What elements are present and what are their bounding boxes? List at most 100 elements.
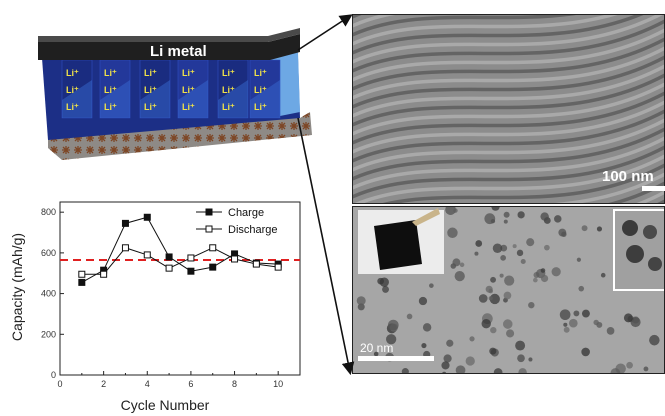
- nanoparticle: [373, 351, 379, 357]
- nanoparticle: [551, 267, 561, 277]
- nanoparticle: [489, 347, 497, 355]
- chart-series: [78, 213, 282, 286]
- x-tick-label: 2: [101, 379, 106, 389]
- li-ion-label: Li⁺: [66, 85, 79, 95]
- lattice-fringe: [352, 19, 665, 73]
- y-tick-label: 200: [41, 329, 56, 339]
- nanoparticle: [481, 319, 491, 329]
- li-ion-label: Li⁺: [144, 85, 157, 95]
- nanoparticle: [478, 294, 488, 303]
- lattice-fringe: [352, 127, 665, 181]
- tem-image-nanoparticles: 20 nm: [352, 206, 665, 374]
- legend-label: Charge: [228, 207, 264, 219]
- x-tick-label: 10: [273, 379, 283, 389]
- data-point-discharge: [274, 263, 282, 271]
- nanoparticle: [593, 319, 599, 326]
- lattice-fringe: [352, 14, 621, 46]
- nanoparticle: [489, 293, 500, 305]
- nanoparticle: [600, 272, 606, 278]
- li-ion-label: Li⁺: [144, 102, 157, 112]
- lattice-fringe: [352, 100, 665, 154]
- nanoparticle: [492, 243, 503, 253]
- lattice-fringe: [352, 73, 665, 127]
- legend-marker: [205, 225, 213, 233]
- nanoparticle: [491, 206, 500, 211]
- nanoparticle: [475, 240, 483, 247]
- x-tick-label: 6: [188, 379, 193, 389]
- data-point-discharge: [231, 255, 239, 263]
- nanoparticle: [490, 326, 497, 334]
- data-point-charge: [209, 263, 217, 271]
- nanoparticle: [465, 356, 475, 366]
- legend-label: Discharge: [228, 224, 278, 236]
- data-point-charge: [121, 219, 129, 227]
- nanoparticle: [554, 215, 562, 223]
- nanoparticle: [493, 368, 503, 374]
- scale-label-20nm: 20 nm: [360, 341, 393, 355]
- li-ion-block: Li⁺ Li⁺ Li⁺ Li⁺ Li⁺ Li⁺ Li⁺ Li⁺ Li⁺ Li⁺ Li⁺ Li⁺ Li⁺ L…: [42, 52, 300, 140]
- lattice-fringe: [536, 172, 665, 204]
- nanoparticle: [401, 368, 409, 374]
- data-point-discharge: [187, 254, 195, 262]
- lattice-fringe: [352, 154, 665, 204]
- legend-marker: [205, 208, 213, 216]
- capacity-chart: 0 2 4 6 8 10 0 200 400 600 800 Charge Discharge Cyc…: [9, 201, 301, 413]
- nanoparticle: [533, 277, 538, 283]
- inset-zoom: [613, 209, 665, 291]
- nanoparticle: [386, 334, 397, 345]
- nanoparticle: [544, 244, 550, 251]
- nanoparticle: [515, 340, 526, 351]
- nanoparticle: [421, 342, 427, 349]
- lattice-fringe: [352, 118, 665, 172]
- nanoparticle: [623, 313, 633, 323]
- lattice-fringe: [352, 82, 665, 136]
- nanoparticle: [581, 225, 588, 232]
- nanoparticle: [563, 322, 568, 327]
- lattice-fringe: [352, 136, 665, 190]
- nanoparticle: [406, 313, 413, 320]
- nanoparticle: [500, 255, 506, 261]
- li-ion-label: Li⁺: [104, 85, 117, 95]
- nanoparticle: [518, 368, 527, 374]
- nanoparticle: [573, 310, 580, 317]
- nanoparticle: [630, 317, 641, 328]
- block-cell-shade: [178, 80, 208, 118]
- nanoparticle: [499, 273, 504, 278]
- nanoparticle: [504, 275, 515, 286]
- nanoparticle: [503, 291, 512, 300]
- nanoparticle: [446, 339, 454, 347]
- nanoparticle: [528, 301, 535, 309]
- data-point-discharge: [100, 270, 108, 278]
- y-tick-label: 400: [41, 289, 56, 299]
- nanoparticle: [503, 219, 508, 224]
- nanoparticle: [606, 327, 615, 335]
- nanoparticle: [503, 211, 510, 218]
- nanoparticle: [452, 258, 461, 267]
- lattice-fringe: [352, 14, 646, 55]
- y-tick-label: 800: [41, 207, 56, 217]
- lattice-fringe: [352, 14, 583, 37]
- nanoparticle: [581, 309, 590, 318]
- data-point-discharge: [209, 244, 217, 252]
- nanoparticle: [576, 257, 581, 262]
- nanoparticle: [377, 277, 384, 285]
- nanoparticle: [503, 319, 513, 329]
- li-ion-label: Li⁺: [66, 102, 79, 112]
- nanoparticle: [540, 212, 549, 221]
- data-point-discharge: [165, 264, 173, 272]
- nanoparticle: [387, 319, 399, 331]
- data-point-charge: [143, 213, 151, 221]
- lattice-fringe: [352, 64, 665, 118]
- tem-image-layered: 100 nm: [352, 14, 665, 204]
- nanoparticle: [540, 268, 546, 273]
- nanoparticle: [474, 251, 479, 256]
- block-cell-shade: [100, 80, 130, 118]
- nanoparticle: [512, 244, 517, 249]
- nanoparticle: [455, 365, 466, 374]
- nanoparticle: [382, 285, 389, 293]
- li-metal-schematic: Li⁺ Li⁺ Li⁺ Li⁺ Li⁺ Li⁺ Li⁺ Li⁺ Li⁺ Li⁺ Li⁺ Li⁺ Li⁺ L…: [38, 28, 312, 160]
- li-ion-label: Li⁺: [222, 102, 235, 112]
- lattice-fringe: [352, 145, 665, 199]
- li-ion-label: Li⁺: [254, 102, 267, 112]
- nanoparticle: [357, 303, 365, 311]
